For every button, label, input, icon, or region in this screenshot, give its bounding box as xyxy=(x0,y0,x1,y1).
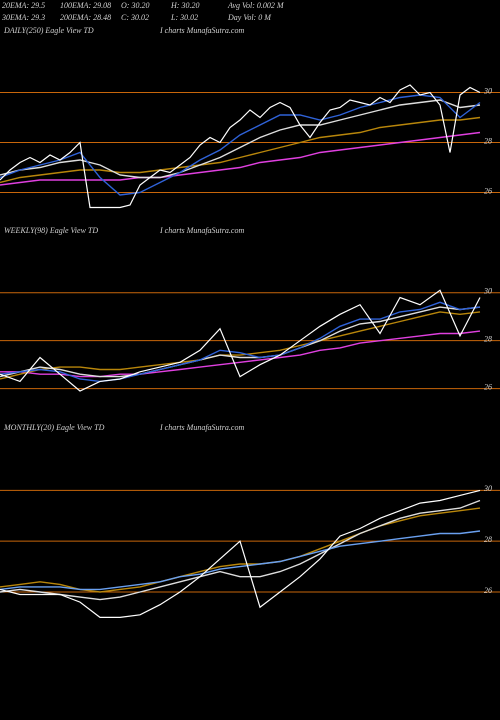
panel-title: WEEKLY(98) Eagle View TD xyxy=(4,226,98,235)
watermark: I charts MunafaSutra.com xyxy=(159,26,244,35)
series-line xyxy=(0,499,481,601)
y-tick-label: 30 xyxy=(483,287,492,296)
series-line xyxy=(0,131,481,186)
series-line xyxy=(0,330,481,378)
header-stat: Day Vol: 0 M xyxy=(227,13,272,22)
series-line xyxy=(0,530,481,591)
header-stat: O: 30.20 xyxy=(121,1,149,10)
series-line xyxy=(0,311,481,380)
y-tick-label: 28 xyxy=(484,335,492,344)
header-stat: Avg Vol: 0.002 M xyxy=(227,1,285,10)
y-tick-label: 30 xyxy=(483,86,492,95)
series-line xyxy=(0,507,481,593)
series-line xyxy=(0,489,481,618)
series-line xyxy=(0,301,481,383)
watermark: I charts MunafaSutra.com xyxy=(159,423,244,432)
y-tick-label: 30 xyxy=(483,484,492,493)
panel-title: DAILY(250) Eagle View TD xyxy=(3,26,94,35)
y-tick-label: 26 xyxy=(484,186,492,195)
series-line xyxy=(0,84,481,209)
header-stat: L: 30.02 xyxy=(170,13,198,22)
header-stat: 100EMA: 29.08 xyxy=(60,1,111,10)
header-stat: H: 30.20 xyxy=(170,1,199,10)
y-tick-label: 26 xyxy=(484,382,492,391)
series-line xyxy=(0,99,481,179)
header-stat: 20EMA: 29.5 xyxy=(2,1,45,10)
y-tick-label: 28 xyxy=(484,136,492,145)
header-stat: C: 30.02 xyxy=(121,13,149,22)
watermark: I charts MunafaSutra.com xyxy=(159,226,244,235)
y-tick-label: 28 xyxy=(484,535,492,544)
header-stat: 200EMA: 28.48 xyxy=(60,13,111,22)
y-tick-label: 26 xyxy=(484,586,492,595)
series-line xyxy=(0,116,481,184)
header-stat: 30EMA: 29.3 xyxy=(1,13,45,22)
series-line xyxy=(0,289,481,392)
panel-title: MONTHLY(20) Eagle View TD xyxy=(3,423,105,432)
series-line xyxy=(0,306,481,378)
series-line xyxy=(0,94,481,196)
